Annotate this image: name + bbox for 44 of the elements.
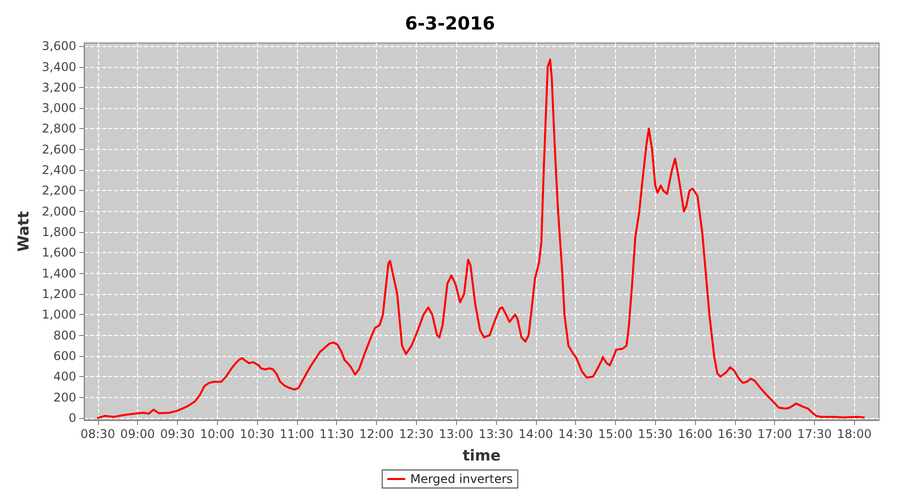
y-tick-label: 1,200 bbox=[42, 286, 76, 301]
y-tick-label: 200 bbox=[53, 390, 76, 404]
chart-title: 6-3-2016 bbox=[404, 14, 496, 34]
x-tick-label: 10:00 bbox=[200, 427, 235, 441]
y-tick-label: 400 bbox=[53, 370, 76, 384]
x-tick-label: 12:00 bbox=[359, 427, 394, 441]
y-tick-label: 0 bbox=[68, 410, 76, 425]
x-tick-label: 18:00 bbox=[837, 427, 872, 441]
x-tick-label: 09:30 bbox=[160, 427, 195, 441]
x-tick-label: 17:00 bbox=[757, 427, 792, 441]
x-tick-label: 11:00 bbox=[280, 427, 314, 441]
x-tick-label: 13:00 bbox=[438, 427, 474, 441]
legend-label: Merged inverters bbox=[410, 472, 513, 486]
y-tick-label: 2,200 bbox=[42, 184, 76, 198]
y-tick-label: 3,200 bbox=[42, 80, 76, 94]
y-tick-label: 1,000 bbox=[42, 308, 76, 322]
x-tick-label: 16:30 bbox=[718, 427, 752, 441]
x-axis-title: time bbox=[462, 446, 501, 464]
y-tick-label: 2,600 bbox=[42, 142, 76, 156]
y-tick-label: 600 bbox=[53, 348, 76, 363]
x-tick-label: 16:00 bbox=[678, 427, 712, 441]
y-tick-label: 3,600 bbox=[42, 39, 76, 54]
x-tick-label: 12:30 bbox=[399, 427, 434, 441]
x-tick-label: 13:30 bbox=[478, 427, 514, 441]
y-tick-label: 3,400 bbox=[42, 60, 76, 74]
y-axis-title: Watt bbox=[14, 211, 32, 252]
x-tick-label: 11:30 bbox=[319, 427, 354, 441]
x-tick-label: 15:30 bbox=[638, 427, 673, 441]
x-tick-label: 15:00 bbox=[598, 427, 633, 441]
y-tick-label: 1,800 bbox=[42, 225, 76, 240]
x-tick-label: 09:00 bbox=[120, 427, 155, 441]
x-tick-label: 14:00 bbox=[518, 427, 554, 441]
x-tick-label: 08:30 bbox=[80, 427, 116, 441]
x-tick-label: 14:30 bbox=[558, 427, 593, 441]
y-tick-label: 3,000 bbox=[42, 101, 76, 116]
y-tick-label: 1,400 bbox=[42, 266, 76, 280]
y-tick-label: 800 bbox=[53, 328, 76, 342]
x-tick-label: 10:30 bbox=[240, 427, 274, 441]
y-tick-label: 2,400 bbox=[42, 163, 76, 178]
y-tick-label: 1,600 bbox=[42, 246, 76, 260]
line-series bbox=[96, 58, 865, 419]
x-tick-label: 17:30 bbox=[797, 427, 832, 441]
y-tick-label: 2,000 bbox=[42, 204, 76, 218]
y-tick-label: 2,800 bbox=[42, 122, 76, 136]
